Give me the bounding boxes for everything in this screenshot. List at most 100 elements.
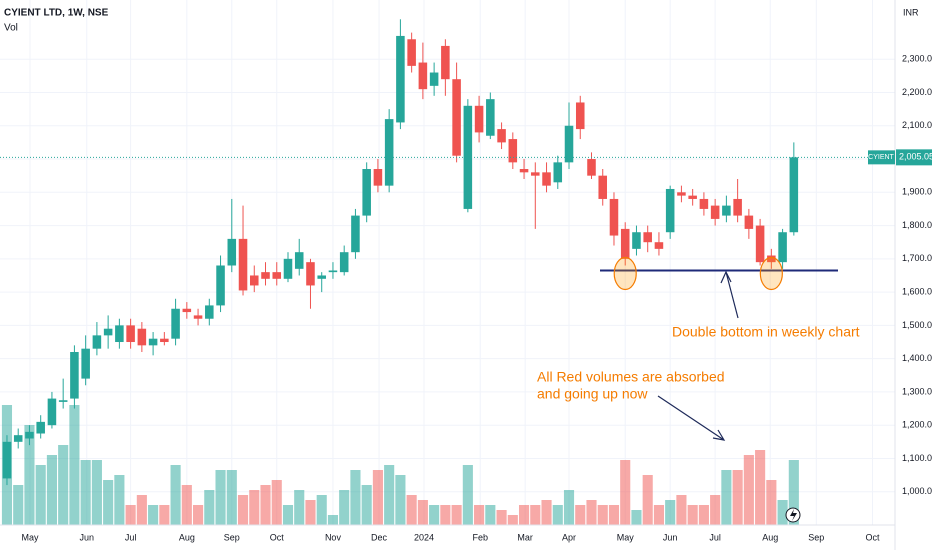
volume-bar (91, 460, 102, 525)
candle-body (531, 172, 540, 176)
volume-bar (103, 480, 114, 525)
candle-body (744, 215, 754, 229)
candle-body (362, 169, 371, 216)
volume-bar (339, 490, 350, 525)
candle-layer (2, 19, 799, 486)
x-tick-label: Aug (179, 532, 195, 542)
volume-bar (552, 505, 563, 525)
candle-body (283, 258, 293, 279)
volume-bar (597, 505, 608, 525)
volume-label: Vol (4, 23, 18, 34)
candle-body (699, 198, 709, 209)
volume-bar (406, 495, 417, 525)
volume-bar (35, 465, 46, 525)
volume-bar (507, 515, 518, 525)
candle-body (789, 157, 799, 233)
candle-body (272, 272, 282, 279)
double-bottom-marker (759, 256, 783, 291)
volume-bar (46, 455, 57, 525)
candle-body (238, 238, 248, 291)
volume-bar (676, 495, 687, 525)
candle-body (519, 169, 529, 173)
chart-title: CYIENT LTD, 1W, NSE (4, 8, 109, 19)
volume-bar (204, 490, 215, 525)
y-tick-label: 1,900.00 (902, 187, 932, 197)
annotation: and going up now (537, 386, 648, 402)
candle-body (508, 139, 518, 163)
volume-bar (788, 460, 799, 525)
volume-bar (687, 505, 698, 525)
y-tick-label: 1,000.00 (902, 486, 932, 496)
candle-body (58, 400, 68, 402)
candle-body (261, 272, 270, 279)
grid (0, 0, 895, 525)
candle-body (654, 242, 664, 249)
y-tick-label: 1,400.00 (902, 353, 932, 363)
volume-bar (361, 485, 372, 525)
volume-bar (462, 465, 473, 525)
candle-body (396, 35, 405, 123)
volume-bar (732, 470, 743, 525)
volume-bar (24, 425, 35, 525)
volume-bar (282, 505, 294, 525)
volume-bar (193, 505, 204, 525)
overlay-layer (0, 156, 895, 291)
volume-bar (485, 505, 496, 525)
volume-bar (350, 470, 361, 525)
volume-bar (80, 460, 91, 525)
y-tick-label: 1,600.00 (902, 286, 932, 296)
candle-body (733, 198, 742, 216)
volume-bar (170, 465, 181, 525)
x-tick-label: Jun (80, 532, 95, 542)
volume-bar (136, 495, 147, 525)
candle-body (665, 188, 675, 233)
candle-body (13, 435, 23, 442)
volume-bar (294, 490, 305, 525)
x-tick-label: Feb (472, 532, 488, 542)
volume-bar (395, 475, 406, 525)
volume-bar (608, 505, 620, 525)
price-tag: 2,005.05 (899, 152, 932, 162)
x-tick-label: Sep (808, 532, 824, 542)
y-tick-label: 1,300.00 (902, 386, 932, 396)
volume-bar (518, 505, 530, 525)
x-tick-label: Apr (562, 532, 576, 542)
x-tick-label: Oct (270, 532, 285, 542)
x-tick-label: Mar (517, 532, 533, 542)
x-tick-label: Sep (224, 532, 240, 542)
candle-body (193, 315, 203, 319)
double-bottom-marker (613, 256, 637, 291)
x-tick-label: Dec (371, 532, 388, 542)
candle-body (407, 39, 416, 66)
candle-body (205, 305, 214, 319)
volume-bar (575, 505, 586, 525)
x-tick-label: May (617, 532, 635, 542)
candle-body (575, 102, 585, 130)
candle-body (688, 195, 697, 199)
candle-body (418, 62, 428, 90)
volume-bar (755, 450, 766, 525)
volume-bar (653, 505, 664, 525)
volume-bar (237, 495, 249, 525)
volume-bar (777, 500, 788, 525)
volume-bar (721, 470, 732, 525)
candle-body (70, 351, 79, 399)
volume-bar (271, 480, 282, 525)
volume-bar (766, 480, 777, 525)
candle-body (36, 421, 45, 434)
volume-bar (260, 485, 271, 525)
candle-body (103, 328, 113, 336)
volume-layer (1, 405, 799, 525)
candle-body (441, 45, 450, 80)
volume-bar (249, 490, 260, 525)
volume-bar (226, 470, 237, 525)
candle-body (452, 79, 461, 156)
candle-body (81, 348, 90, 379)
candle-body (137, 328, 147, 346)
candle-body (384, 119, 394, 186)
candle-body (609, 198, 619, 236)
volume-bar (215, 470, 226, 525)
candle-body (249, 275, 259, 286)
price-tag-bg (896, 149, 932, 166)
